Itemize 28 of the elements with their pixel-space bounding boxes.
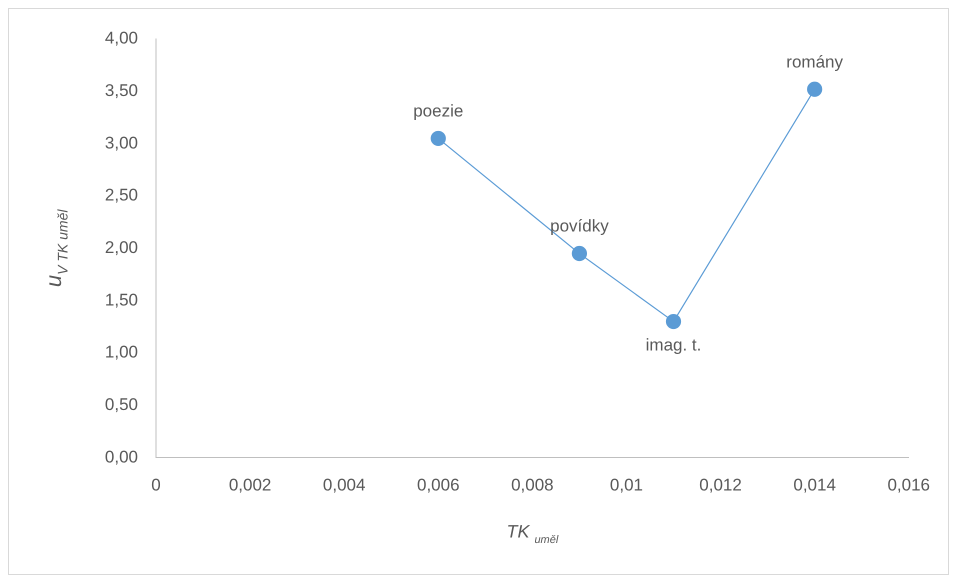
x-tick-label: 0	[151, 475, 161, 494]
x-tick-label: 0,004	[322, 475, 366, 494]
point	[572, 246, 588, 262]
x-tick-label: 0,006	[417, 475, 460, 494]
y-tick-label: 1,50	[104, 290, 138, 310]
annotation: romány	[786, 52, 844, 72]
annotation: povídky	[550, 216, 610, 236]
y-axis-title: uV TK uměl	[41, 208, 71, 288]
y-tick-label: 3,00	[104, 133, 138, 152]
y-tick-label: 0,00	[104, 447, 138, 466]
x-tick-label: 0,012	[699, 475, 742, 494]
y-tick-label: 4,00	[104, 28, 138, 48]
y-tick-label: 2,50	[104, 186, 138, 205]
x-tick-label: 0,002	[228, 475, 272, 494]
x-axis-title: TK uměl	[506, 522, 559, 546]
y-tick-label: 3,50	[104, 81, 138, 100]
x-tick-label: 0,01	[610, 475, 644, 494]
annotation: imag. t.	[646, 336, 702, 355]
annotation: poezie	[413, 102, 464, 121]
y-tick-label: 2,00	[104, 238, 138, 257]
y-tick-label: 0,50	[104, 394, 138, 414]
y-tick-label: 1,00	[104, 342, 138, 362]
x-tick-label: 0,014	[793, 475, 836, 494]
point	[666, 314, 682, 330]
x-tick-label: 0,016	[887, 475, 930, 494]
x-tick-label: 0,008	[511, 475, 554, 494]
point	[430, 130, 446, 146]
point	[807, 82, 822, 97]
